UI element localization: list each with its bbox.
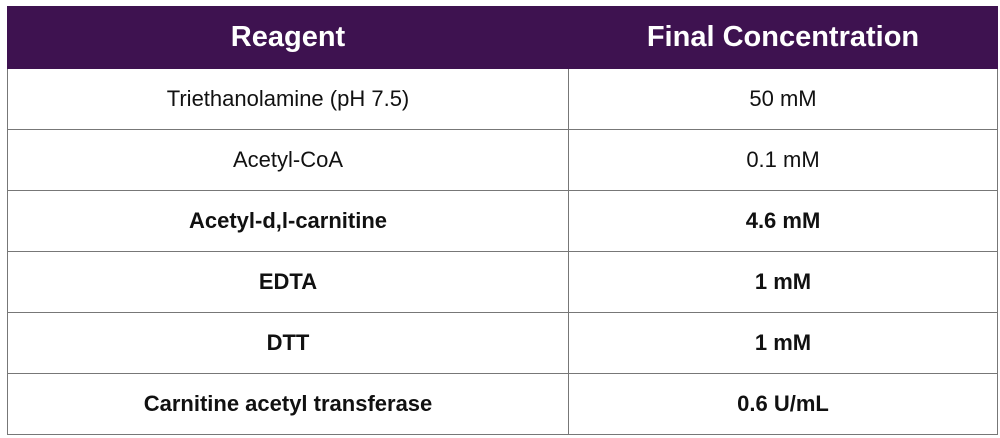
cell: 0.1 mM xyxy=(568,129,998,191)
header-cell: Reagent xyxy=(7,6,569,69)
row: Acetyl-d,l-carnitine 4.6 mM xyxy=(7,190,998,252)
cell: Triethanolamine (pH 7.5) xyxy=(7,68,569,130)
row: Acetyl-CoA 0.1 mM xyxy=(7,129,998,191)
header-row: Reagent Final Concentration xyxy=(7,6,998,69)
cell: Acetyl-d,l-carnitine xyxy=(7,190,569,252)
cell: Acetyl-CoA xyxy=(7,129,569,191)
reagent-table: Reagent Final Concentration Triethanolam… xyxy=(7,6,998,435)
cell: Carnitine acetyl transferase xyxy=(7,373,569,435)
row: EDTA 1 mM xyxy=(7,251,998,313)
cell: DTT xyxy=(7,312,569,374)
row: Carnitine acetyl transferase 0.6 U/mL xyxy=(7,373,998,435)
cell: 50 mM xyxy=(568,68,998,130)
row: Triethanolamine (pH 7.5) 50 mM xyxy=(7,68,998,130)
cell: 0.6 U/mL xyxy=(568,373,998,435)
row: DTT 1 mM xyxy=(7,312,998,374)
cell: 4.6 mM xyxy=(568,190,998,252)
cell: 1 mM xyxy=(568,312,998,374)
cell: 1 mM xyxy=(568,251,998,313)
header-cell: Final Concentration xyxy=(568,6,998,69)
cell: EDTA xyxy=(7,251,569,313)
